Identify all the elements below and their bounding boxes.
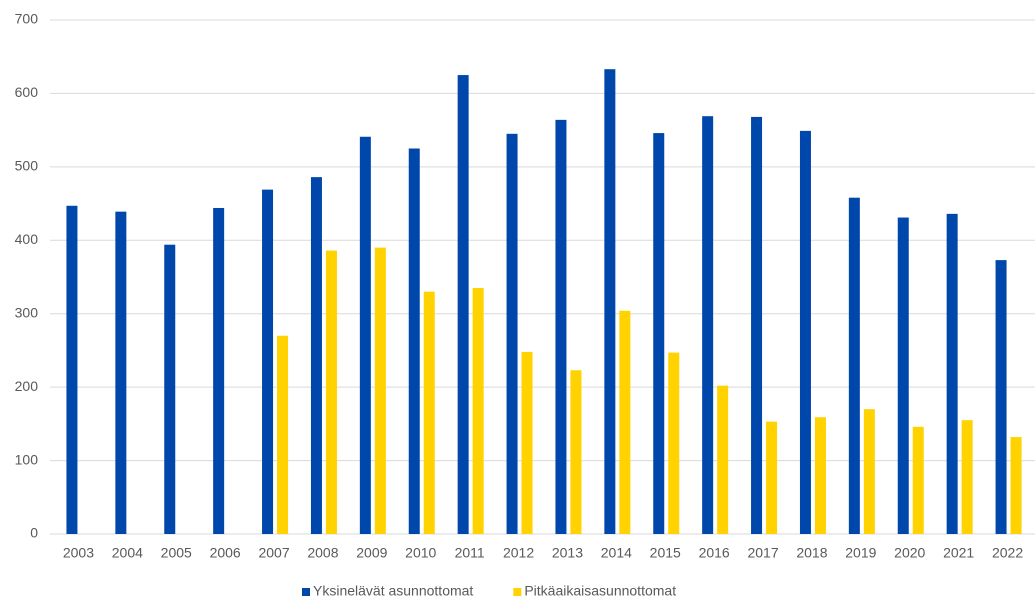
bar: [946, 213, 958, 534]
x-tick-label: 2022: [992, 545, 1023, 561]
x-tick-label: 2004: [112, 545, 143, 561]
bar: [717, 385, 729, 534]
x-tick-label: 2018: [796, 545, 827, 561]
x-tick-label: 2012: [503, 545, 534, 561]
bar: [359, 136, 371, 534]
bar: [555, 119, 567, 534]
x-tick-label: 2013: [552, 545, 583, 561]
bar: [897, 217, 909, 534]
bar: [653, 133, 665, 534]
bar: [66, 205, 78, 534]
legend-swatch: [302, 588, 310, 596]
bar: [702, 116, 714, 534]
bar: [213, 207, 225, 534]
bar: [310, 177, 322, 534]
y-tick-label: 200: [15, 378, 39, 394]
x-tick-label: 2003: [63, 545, 94, 561]
y-tick-label: 0: [30, 525, 38, 541]
x-tick-label: 2019: [845, 545, 876, 561]
bar: [277, 335, 289, 534]
bar: [472, 288, 484, 534]
y-tick-label: 500: [15, 158, 39, 174]
x-tick-label: 2014: [601, 545, 632, 561]
bar: [604, 69, 616, 534]
x-tick-label: 2020: [894, 545, 925, 561]
legend-swatch: [513, 588, 522, 596]
bar: [961, 420, 973, 534]
bar: [262, 189, 274, 534]
bar: [751, 116, 763, 534]
bar: [619, 310, 631, 534]
x-tick-label: 2021: [943, 545, 974, 561]
bar: [1010, 437, 1022, 534]
bar: [570, 370, 582, 534]
bar: [848, 197, 860, 534]
bar: [423, 291, 435, 534]
bar: [521, 351, 533, 534]
x-tick-label: 2005: [161, 545, 192, 561]
x-tick-label: 2009: [356, 545, 387, 561]
bar: [912, 426, 924, 534]
x-tick-label: 2006: [210, 545, 241, 561]
legend-label: Yksinelävät asunnottomat: [313, 583, 473, 599]
bar: [766, 421, 778, 534]
x-tick-label: 2017: [747, 545, 778, 561]
bar: [408, 148, 420, 534]
bar: [506, 133, 518, 535]
bar: [164, 244, 176, 535]
x-tick-label: 2010: [405, 545, 436, 561]
x-tick-label: 2016: [699, 545, 730, 561]
bar: [668, 352, 680, 534]
x-tick-label: 2015: [650, 545, 681, 561]
y-tick-label: 400: [15, 231, 39, 247]
y-tick-label: 300: [15, 304, 39, 320]
bar: [457, 75, 469, 535]
bar: [863, 409, 875, 534]
bar: [115, 211, 127, 535]
x-tick-label: 2008: [307, 545, 338, 561]
bar: [814, 417, 826, 534]
bar: [374, 247, 386, 534]
bar: [799, 130, 811, 534]
y-tick-label: 700: [15, 11, 39, 27]
bar: [325, 250, 337, 534]
y-tick-label: 100: [15, 451, 39, 467]
y-tick-label: 600: [15, 84, 39, 100]
bar: [995, 260, 1007, 534]
x-tick-label: 2011: [455, 545, 485, 561]
legend-label: Pitkäaikaisasunnottomat: [524, 583, 676, 599]
x-tick-label: 2007: [258, 545, 289, 561]
